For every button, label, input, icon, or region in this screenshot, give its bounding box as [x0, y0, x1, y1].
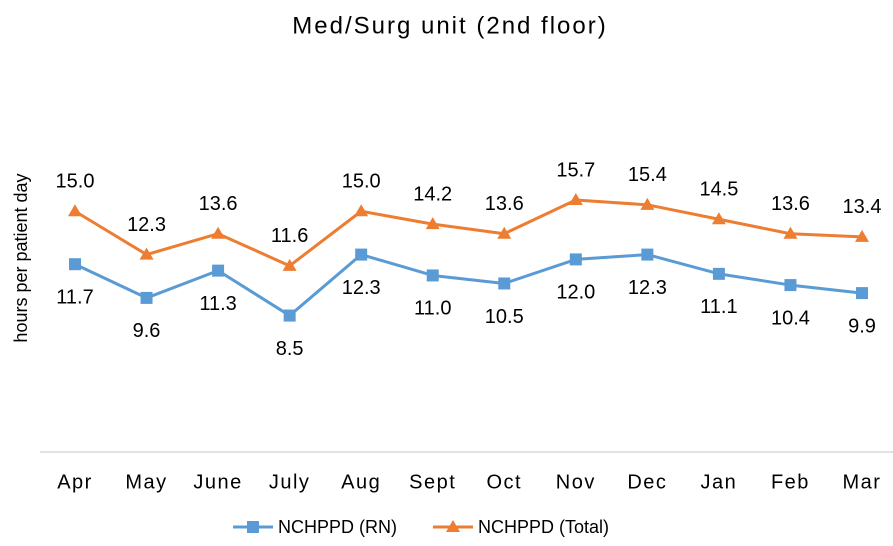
x-tick-label: Oct — [486, 471, 522, 493]
data-label: 15.0 — [342, 171, 381, 193]
data-label: 11.0 — [414, 298, 451, 320]
series-line — [74, 198, 863, 268]
data-point — [498, 277, 511, 290]
data-point — [640, 197, 655, 210]
legend-marker — [446, 520, 460, 532]
data-label: 9.6 — [133, 320, 161, 342]
data-label: 11.6 — [271, 225, 308, 247]
data-label: 13.6 — [485, 193, 524, 215]
data-label: 8.5 — [276, 338, 304, 360]
data-label: 12.0 — [556, 282, 595, 304]
chart-title: Med/Surg unit (2nd floor) — [292, 12, 607, 39]
x-tick-label: July — [269, 471, 311, 493]
x-tick-label: Jan — [701, 471, 738, 493]
data-label: 11.3 — [199, 293, 236, 315]
data-point — [425, 217, 440, 230]
data-point — [283, 309, 296, 322]
data-point — [69, 258, 81, 271]
data-label: 13.6 — [199, 193, 238, 215]
data-point — [497, 226, 512, 239]
x-tick-label: Dec — [627, 471, 667, 493]
x-tick-label: Sept — [409, 471, 456, 493]
data-label: 15.7 — [556, 159, 595, 181]
data-label: 13.6 — [771, 193, 810, 215]
data-point — [856, 287, 868, 300]
x-tick-label: Feb — [771, 471, 810, 493]
legend-marker — [247, 521, 259, 533]
data-point — [354, 204, 369, 217]
data-point — [783, 226, 798, 239]
data-label: 11.7 — [56, 286, 93, 308]
data-label: 15.0 — [56, 171, 95, 193]
y-axis-label: hours per patient day — [11, 173, 31, 342]
legend-label: NCHPPD (RN) — [278, 517, 397, 537]
data-label: 11.1 — [700, 296, 737, 318]
data-label: 10.5 — [485, 306, 524, 328]
data-label: 9.9 — [848, 315, 876, 337]
x-tick-label: Aug — [341, 471, 381, 493]
data-label: 10.4 — [771, 307, 810, 329]
data-point — [140, 291, 153, 304]
data-label: 13.4 — [843, 196, 882, 218]
data-point — [784, 279, 797, 292]
data-point — [212, 264, 225, 277]
data-point — [139, 247, 154, 260]
data-point — [641, 248, 654, 261]
data-point — [355, 248, 368, 261]
data-point — [211, 226, 226, 239]
data-label: 12.3 — [342, 277, 381, 299]
data-label: 14.5 — [699, 179, 738, 201]
x-tick-label: Mar — [843, 471, 882, 493]
data-label: 15.4 — [628, 164, 667, 186]
data-point — [712, 267, 725, 280]
data-point — [569, 253, 582, 266]
x-tick-label: May — [125, 471, 167, 493]
data-point — [711, 212, 726, 225]
x-tick-label: Nov — [556, 471, 596, 493]
data-label: 14.2 — [413, 183, 452, 205]
series-line — [74, 253, 863, 318]
x-tick-label: Apr — [57, 471, 93, 493]
data-point — [282, 258, 297, 271]
data-label: 12.3 — [127, 214, 166, 236]
x-tick-label: June — [193, 471, 242, 493]
data-point — [855, 229, 869, 242]
data-point — [426, 269, 439, 282]
legend-label: NCHPPD (Total) — [478, 517, 609, 537]
data-label: 12.3 — [628, 277, 667, 299]
data-point — [68, 204, 82, 217]
data-point — [568, 193, 583, 206]
